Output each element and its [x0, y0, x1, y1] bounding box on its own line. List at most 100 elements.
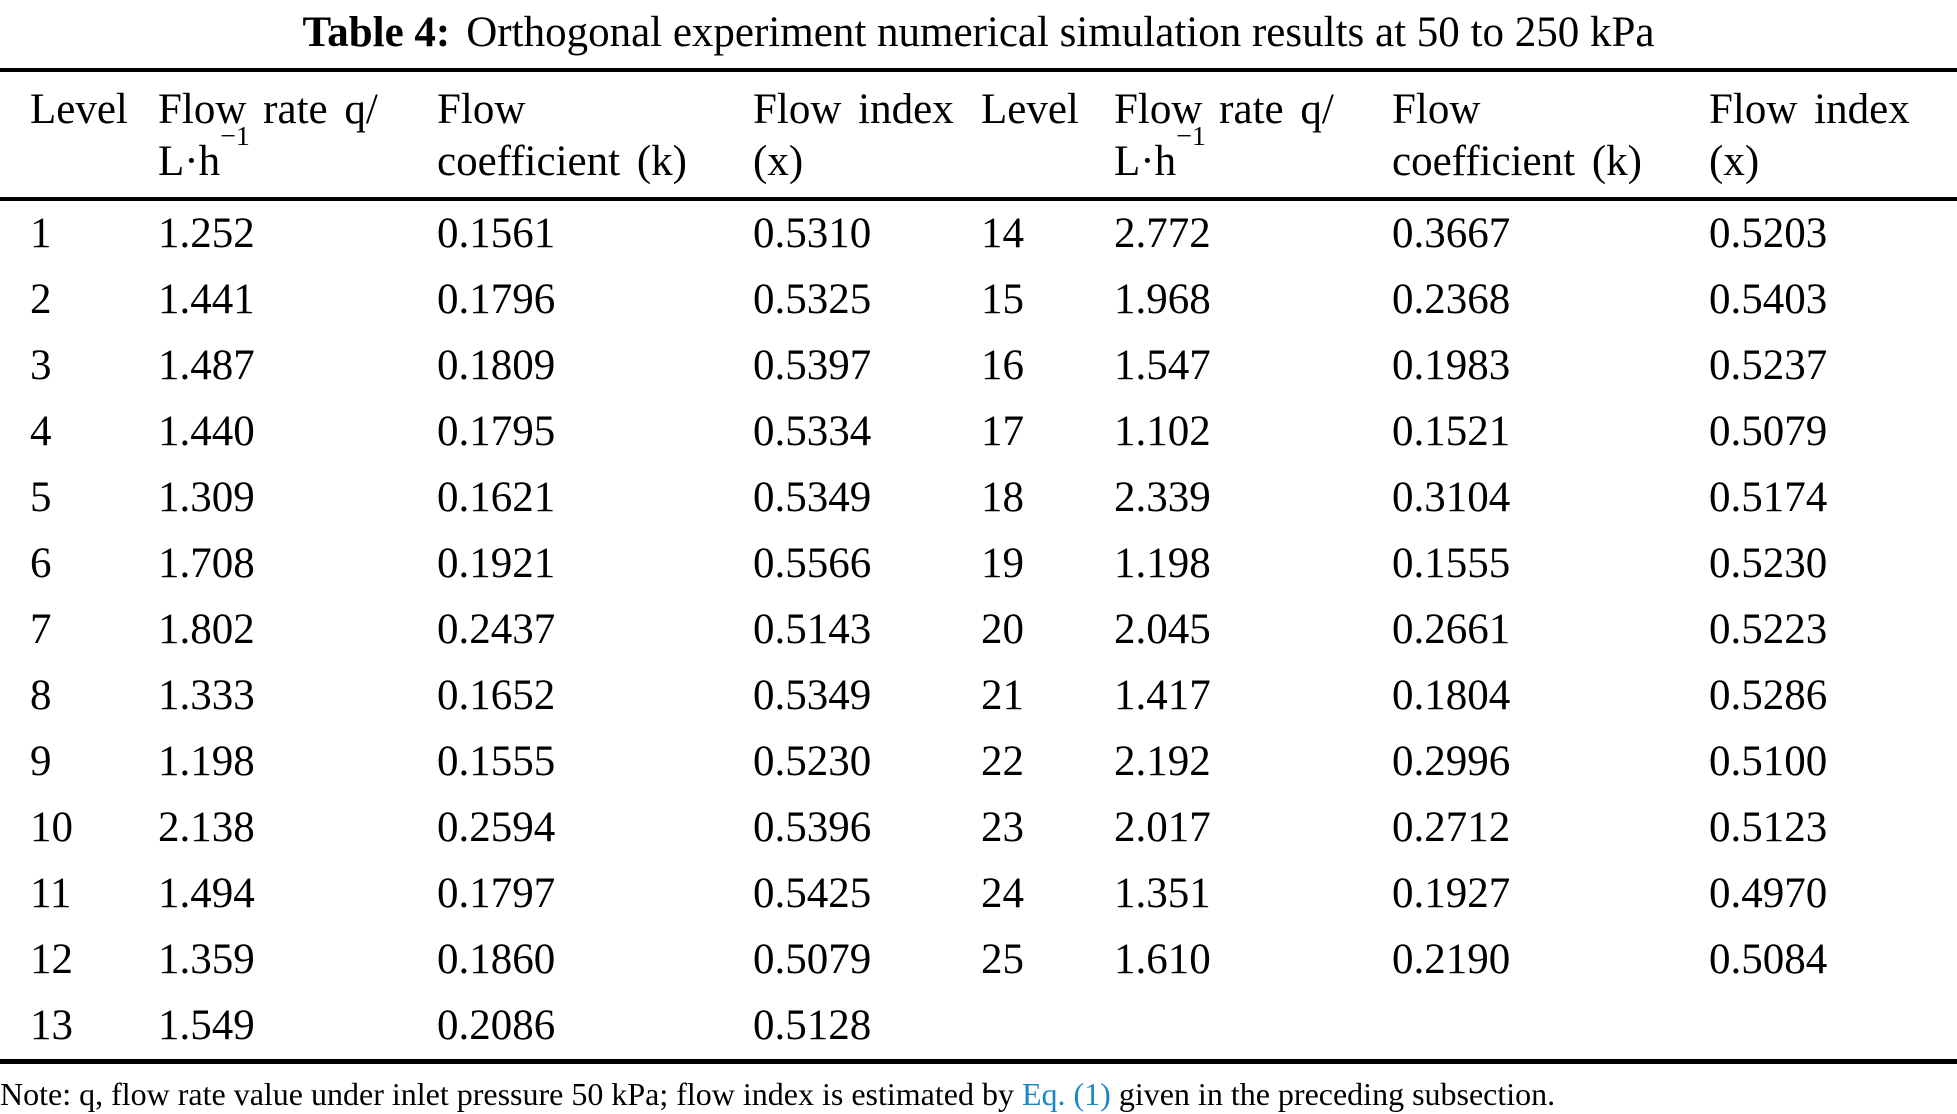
table-cell: 0.1796 — [437, 276, 556, 324]
table-cell: 0.1555 — [437, 738, 556, 786]
table-cell: 0.5566 — [753, 540, 872, 588]
table-cell: 19 — [981, 540, 1024, 588]
col-header-flow-rate-2: Flow rate q/ L·h−1 — [1114, 70, 1392, 201]
table-cell: 12 — [30, 936, 73, 984]
table-row: 3 1.487 0.1809 0.5397 16 1.547 0.1983 0.5237 — [0, 333, 1957, 399]
col-header-line2: coefficient (k) — [437, 138, 687, 186]
table-caption-text: Orthogonal experiment numerical simulati… — [466, 9, 1655, 56]
table-cell: 1.610 — [1114, 936, 1211, 984]
table-cell: 2.017 — [1114, 804, 1211, 852]
table-cell: 1.309 — [158, 474, 255, 522]
table-cell — [1114, 993, 1392, 1062]
table-cell: 15 — [981, 276, 1024, 324]
table-cell: 25 — [981, 936, 1024, 984]
table-cell: 7 — [30, 606, 52, 654]
table-row: 6 1.708 0.1921 0.5566 19 1.198 0.1555 0.5230 — [0, 531, 1957, 597]
table-cell: 1.333 — [158, 672, 255, 720]
table-cell: 0.1809 — [437, 342, 556, 390]
table-row: 7 1.802 0.2437 0.5143 20 2.045 0.2661 0.5223 — [0, 597, 1957, 663]
table-cell — [1709, 993, 1957, 1062]
table-cell: 0.2368 — [1392, 276, 1511, 324]
table-cell: 8 — [30, 672, 52, 720]
table-row: 5 1.309 0.1621 0.5349 18 2.339 0.3104 0.5174 — [0, 465, 1957, 531]
table-row: 10 2.138 0.2594 0.5396 23 2.017 0.2712 0.5123 — [0, 795, 1957, 861]
table-cell: 1.487 — [158, 342, 255, 390]
table-cell: 0.5403 — [1709, 276, 1828, 324]
col-header-line1: Flow — [437, 86, 526, 133]
col-header-line1: Flow rate q/ — [158, 86, 378, 133]
table-cell: 2.339 — [1114, 474, 1211, 522]
table-cell: 18 — [981, 474, 1024, 522]
table-cell: 1.547 — [1114, 342, 1211, 390]
table-cell: 1 — [30, 210, 52, 258]
table-cell: 0.3104 — [1392, 474, 1511, 522]
table-cell: 0.5100 — [1709, 738, 1828, 786]
table-cell: 1.252 — [158, 210, 255, 258]
col-header-level-1: Level — [0, 70, 158, 201]
table-cell: 1.198 — [158, 738, 255, 786]
table-cell: 0.5123 — [1709, 804, 1828, 852]
table-cell: 0.1927 — [1392, 870, 1511, 918]
table-cell: 0.5230 — [753, 738, 872, 786]
table-cell: 20 — [981, 606, 1024, 654]
table-cell: 0.5397 — [753, 342, 872, 390]
table-cell — [1392, 993, 1709, 1062]
equation-link[interactable]: Eq. (1) — [1021, 1075, 1111, 1112]
table-cell: 1.494 — [158, 870, 255, 918]
note-text-after: given in the preceding subsection. — [1110, 1075, 1556, 1112]
superscript-minus-one: −1 — [220, 120, 250, 152]
col-header-line2: (x) — [1709, 138, 1760, 186]
col-header-flow-coefficient-2: Flow coefficient (k) — [1392, 70, 1709, 201]
table-cell: 5 — [30, 474, 52, 522]
table-cell: 0.5349 — [753, 672, 872, 720]
col-header-flow-coefficient-1: Flow coefficient (k) — [437, 70, 753, 201]
col-header-level-2: Level — [981, 70, 1114, 201]
table-cell: 0.1555 — [1392, 540, 1511, 588]
table-cell: 11 — [30, 870, 72, 918]
col-header-flow-index-1: Flow index (x) — [753, 70, 981, 201]
table-cell: 2.772 — [1114, 210, 1211, 258]
table-cell: 1.968 — [1114, 276, 1211, 324]
table-cell: 0.2437 — [437, 606, 556, 654]
table-cell: 0.1652 — [437, 672, 556, 720]
col-header-line2: coefficient (k) — [1392, 138, 1642, 186]
table-cell: 9 — [30, 738, 52, 786]
table-cell: 1.102 — [1114, 408, 1211, 456]
table-cell: 0.1860 — [437, 936, 556, 984]
col-header-line1: Level — [981, 86, 1079, 133]
table-cell: 13 — [30, 1002, 73, 1050]
table-cell: 17 — [981, 408, 1024, 456]
table-cell: 0.5425 — [753, 870, 872, 918]
table-cell: 0.1797 — [437, 870, 556, 918]
table-row: 8 1.333 0.1652 0.5349 21 1.417 0.1804 0.5286 — [0, 663, 1957, 729]
table-cell: 0.1561 — [437, 210, 556, 258]
table-cell: 0.1795 — [437, 408, 556, 456]
table-cell: 2.192 — [1114, 738, 1211, 786]
table-row: 11 1.494 0.1797 0.5425 24 1.351 0.1927 0.4970 — [0, 861, 1957, 927]
table-cell: 23 — [981, 804, 1024, 852]
table-cell: 22 — [981, 738, 1024, 786]
table-cell: 3 — [30, 342, 52, 390]
table-cell: 0.5286 — [1709, 672, 1828, 720]
table-cell: 0.5237 — [1709, 342, 1828, 390]
table-cell: 2 — [30, 276, 52, 324]
table-row: 12 1.359 0.1860 0.5079 25 1.610 0.2190 0.5084 — [0, 927, 1957, 993]
header-row: Level Flow rate q/ L·h−1 Flow coefficien… — [0, 70, 1957, 201]
col-header-line1: Flow index — [753, 86, 954, 133]
col-header-flow-rate-1: Flow rate q/ L·h−1 — [158, 70, 437, 201]
table-cell: 24 — [981, 870, 1024, 918]
table-cell: 1.441 — [158, 276, 255, 324]
table-cell: 0.1921 — [437, 540, 556, 588]
table-caption-label: Table 4: — [302, 9, 451, 56]
table-cell: 1.549 — [158, 1002, 255, 1050]
table-body: 1 1.252 0.1561 0.5310 14 2.772 0.3667 0.5203 2 1.… — [0, 199, 1957, 1062]
col-header-line1: Flow index — [1709, 86, 1910, 133]
table-cell — [981, 993, 1114, 1062]
table-cell: 0.5396 — [753, 804, 872, 852]
table-cell: 0.2996 — [1392, 738, 1511, 786]
table-cell: 0.5230 — [1709, 540, 1828, 588]
table-cell: 1.440 — [158, 408, 255, 456]
table-cell: 0.5310 — [753, 210, 872, 258]
table-cell: 0.5174 — [1709, 474, 1828, 522]
